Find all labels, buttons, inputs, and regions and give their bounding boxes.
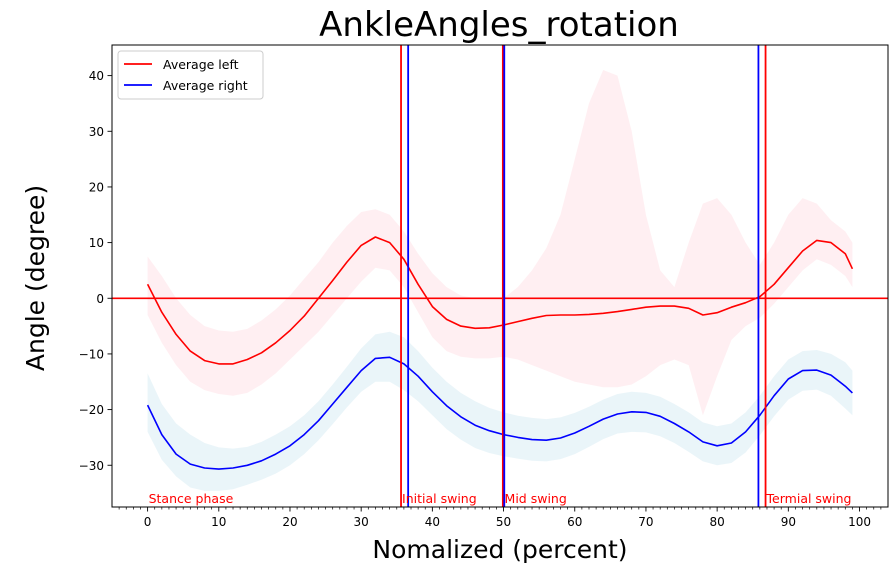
legend-box — [117, 50, 264, 100]
y-tick-label: −30 — [79, 459, 104, 473]
x-tick-label: 70 — [638, 515, 653, 529]
x-tick-label: 50 — [496, 515, 511, 529]
legend-label-right: Average right — [163, 78, 248, 93]
y-tick-label: 0 — [96, 292, 104, 306]
band-left — [147, 70, 853, 416]
x-tick-label: 30 — [354, 515, 369, 529]
phase-label: Stance phase — [149, 491, 234, 506]
y-tick-label: 10 — [89, 236, 104, 250]
y-tick-label: −20 — [79, 403, 104, 417]
legend-label-left: Average left — [163, 57, 239, 72]
phase-label: Termial swing — [766, 491, 852, 506]
chart-title: AnkleAngles_rotation — [319, 5, 679, 45]
x-tick-label: 40 — [425, 515, 440, 529]
y-tick-label: 40 — [89, 69, 104, 83]
x-tick-label: 80 — [709, 515, 724, 529]
plot-frame — [111, 44, 889, 508]
phase-label: Mid swing — [505, 491, 567, 506]
y-axis-label: Angle (degree) — [21, 185, 50, 371]
x-axis-label: Nomalized (percent) — [372, 535, 627, 564]
x-tick-label: 90 — [781, 515, 796, 529]
x-tick-label: 0 — [144, 515, 152, 529]
y-tick-label: 20 — [89, 180, 104, 194]
y-tick-label: 30 — [89, 125, 104, 139]
y-tick-label: −10 — [79, 347, 104, 361]
x-tick-label: 10 — [211, 515, 226, 529]
legend: Average left Average right — [117, 50, 264, 100]
x-tick-label: 60 — [567, 515, 582, 529]
phase-label: Initial swing — [402, 491, 477, 506]
x-tick-label: 100 — [848, 515, 871, 529]
x-tick-label: 20 — [282, 515, 297, 529]
band-right — [147, 331, 853, 491]
